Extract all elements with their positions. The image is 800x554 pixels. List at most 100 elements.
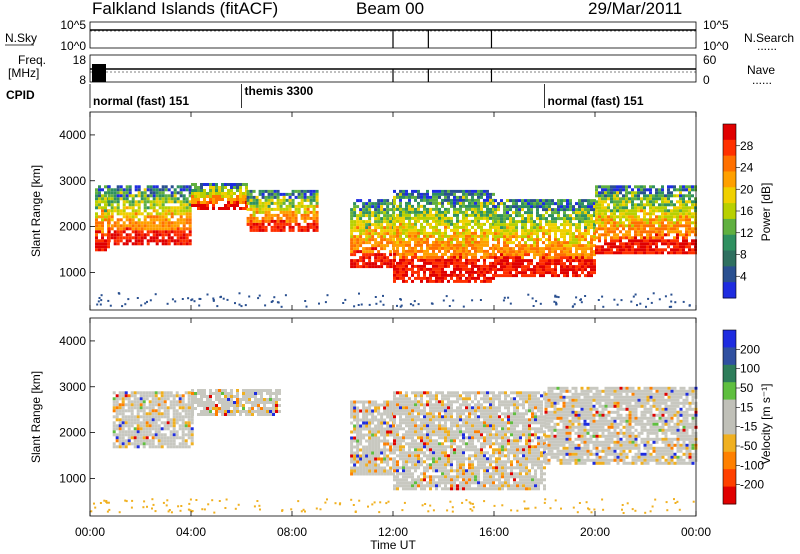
power-echo-cell: [649, 197, 652, 201]
power-echo-cell: [497, 205, 500, 209]
power-echo-cell: [637, 215, 640, 219]
power-echo-cell: [536, 223, 539, 227]
power-echo-cell: [587, 223, 590, 227]
velocity-echo-cell: [172, 400, 176, 404]
velocity-echo-cell: [218, 407, 221, 410]
power-echo-cell: [631, 245, 634, 249]
power-echo-cell: [471, 195, 474, 199]
velocity-echo-cell: [166, 415, 170, 419]
power-echo-cell: [312, 213, 316, 217]
velocity-echo-cell: [411, 424, 414, 428]
power-echo-cell: [593, 232, 596, 236]
power-echo-cell: [447, 198, 450, 202]
power-near-cell: [573, 303, 576, 306]
power-echo-cell: [288, 201, 292, 205]
power-echo-cell: [646, 200, 649, 204]
power-color-step-7: [723, 234, 736, 252]
power-echo-cell: [122, 227, 126, 231]
power-echo-cell: [616, 185, 619, 189]
power-echo-cell: [185, 236, 189, 240]
power-echo-cell: [380, 223, 384, 227]
power-echo-cell: [557, 253, 560, 257]
power-echo-cell: [483, 270, 486, 274]
power-echo-cell: [527, 250, 530, 254]
power-echo-cell: [368, 223, 372, 227]
power-echo-cell: [249, 198, 253, 202]
power-echo-cell: [300, 213, 304, 217]
velocity-echo-cell: [353, 463, 357, 467]
power-echo-cell: [613, 185, 616, 189]
power-echo-cell: [420, 228, 423, 232]
power-echo-cell: [682, 212, 685, 216]
power-echo-cell: [315, 216, 319, 220]
velocity-echo-cell: [405, 481, 408, 485]
power-echo-cell: [167, 230, 171, 234]
power-echo-cell: [125, 227, 129, 231]
power-echo-cell: [545, 211, 548, 215]
velocity-echo-cell: [263, 389, 266, 392]
power-echo-cell: [408, 216, 411, 220]
power-echo-cell: [447, 279, 450, 283]
velocity-echo-cell: [191, 392, 194, 395]
power-echo-cell: [486, 216, 489, 220]
power-echo-cell: [462, 267, 465, 271]
power-echo-cell: [423, 252, 426, 256]
power-echo-cell: [486, 240, 489, 244]
velocity-echo-cell: [380, 403, 384, 407]
power-echo-cell: [486, 201, 489, 205]
power-echo-cell: [414, 216, 417, 220]
power-echo-cell: [625, 230, 628, 234]
power-echo-cell: [688, 206, 691, 210]
power-echo-cell: [604, 218, 607, 222]
power-echo-cell: [389, 232, 393, 236]
velocity-echo-cell: [169, 406, 173, 410]
velocity-echo-cell: [417, 400, 420, 404]
power-echo-cell: [155, 230, 159, 234]
power-echo-cell: [673, 194, 676, 198]
power-echo-cell: [646, 194, 649, 198]
power-echo-cell: [533, 268, 536, 272]
power-echo-cell: [673, 185, 676, 189]
power-echo-cell: [631, 203, 634, 207]
velocity-echo-cell: [227, 398, 230, 401]
power-echo-cell: [563, 217, 566, 221]
power-echo-cell: [497, 238, 500, 242]
power-near-cell: [479, 299, 482, 301]
power-echo-cell: [509, 205, 512, 209]
power-echo-cell: [402, 219, 405, 223]
power-echo-cell: [468, 234, 471, 238]
power-echo-cell: [170, 206, 174, 210]
power-echo-cell: [185, 188, 189, 192]
velocity-echo-cell: [169, 430, 173, 434]
velocity-echo-cell: [374, 457, 378, 461]
power-echo-cell: [616, 215, 619, 219]
velocity-echo-cell: [215, 413, 218, 416]
power-echo-cell: [435, 198, 438, 202]
power-echo-cell: [506, 226, 509, 230]
velocity-echo-cell: [408, 424, 411, 428]
velocity-echo-cell: [414, 424, 417, 428]
power-echo-cell: [294, 222, 298, 226]
velocity-echo-cell: [399, 454, 402, 458]
power-echo-cell: [179, 209, 183, 213]
power-echo-cell: [374, 247, 378, 251]
power-echo-cell: [188, 221, 192, 225]
velocity-echo-cell: [272, 410, 275, 413]
velocity-echo-cell: [181, 418, 185, 422]
power-echo-cell: [191, 195, 194, 198]
power-echo-cell: [399, 195, 402, 199]
power-echo-cell: [441, 264, 444, 268]
power-echo-cell: [685, 203, 688, 207]
power-echo-cell: [587, 244, 590, 248]
power-echo-cell: [170, 215, 174, 219]
power-echo-cell: [188, 230, 192, 234]
power-echo-cell: [477, 225, 480, 229]
power-echo-cell: [625, 188, 628, 192]
power-echo-cell: [530, 244, 533, 248]
power-echo-cell: [483, 204, 486, 208]
velocity-echo-cell: [145, 418, 149, 422]
power-echo-cell: [282, 228, 286, 232]
velocity-echo-cell: [194, 398, 197, 401]
power-echo-cell: [426, 246, 429, 250]
power-echo-cell: [191, 201, 194, 204]
